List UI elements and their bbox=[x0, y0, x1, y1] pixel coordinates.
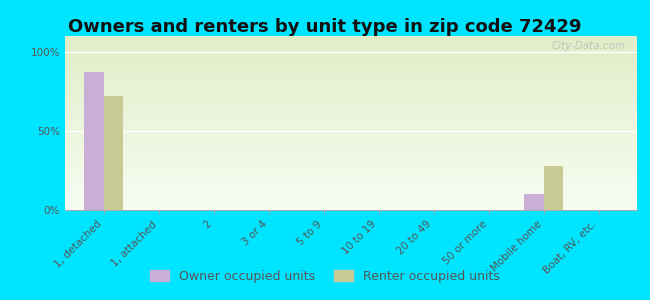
Bar bbox=[103, 96, 123, 210]
Text: City-Data.com: City-Data.com bbox=[551, 41, 625, 51]
Text: Owners and renters by unit type in zip code 72429: Owners and renters by unit type in zip c… bbox=[68, 18, 582, 36]
Bar bbox=[84, 72, 103, 210]
Bar bbox=[525, 194, 543, 210]
Legend: Owner occupied units, Renter occupied units: Owner occupied units, Renter occupied un… bbox=[146, 265, 504, 288]
Bar bbox=[543, 166, 563, 210]
